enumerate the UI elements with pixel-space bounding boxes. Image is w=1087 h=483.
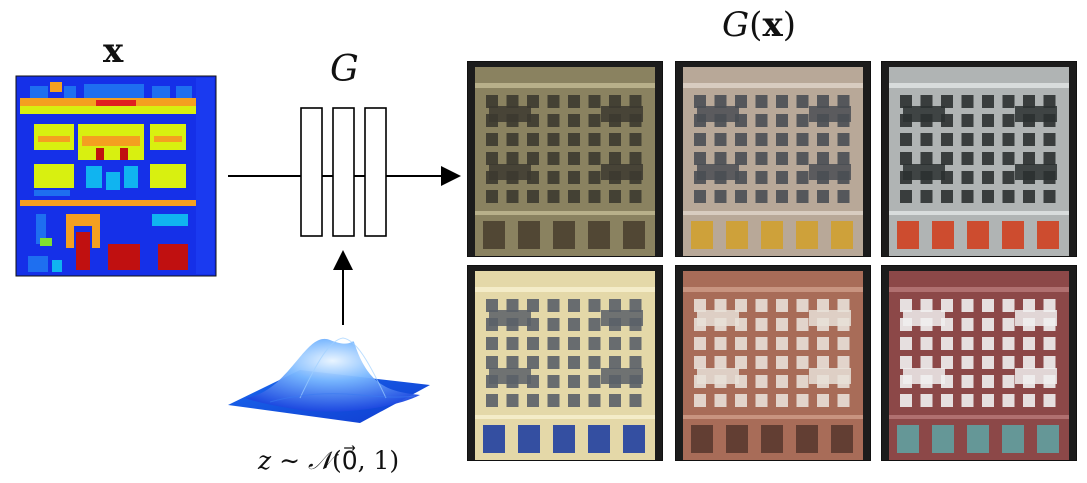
output-arg: x [762, 5, 783, 45]
noise-var: z [258, 446, 272, 475]
generated-facade-5 [675, 265, 871, 461]
generator-layers [300, 107, 387, 237]
generated-facade-2 [675, 61, 871, 257]
gaussian-surface [228, 337, 430, 423]
generated-facade-6 [881, 265, 1077, 461]
input-label: x [103, 31, 124, 71]
output-close-paren: ) [782, 5, 796, 45]
generator-label: G [330, 49, 359, 90]
label-map [15, 75, 217, 277]
generator-layer-1 [300, 107, 323, 237]
noise-params: (0⃗, 1) [331, 446, 400, 475]
noise-sim: ∼ [271, 446, 309, 475]
generated-facade-4 [467, 265, 663, 461]
generated-facade-1 [467, 61, 663, 257]
noise-dist: 𝒩 [308, 446, 332, 475]
generated-facade-3 [881, 61, 1077, 257]
generator-layer-3 [364, 107, 387, 237]
output-open-paren: ( [749, 5, 763, 45]
noise-label: z ∼ 𝒩(0⃗, 1) [258, 448, 399, 473]
output-label: G(x) [722, 8, 796, 42]
output-func: G [722, 5, 750, 45]
generator-layer-2 [332, 107, 355, 237]
